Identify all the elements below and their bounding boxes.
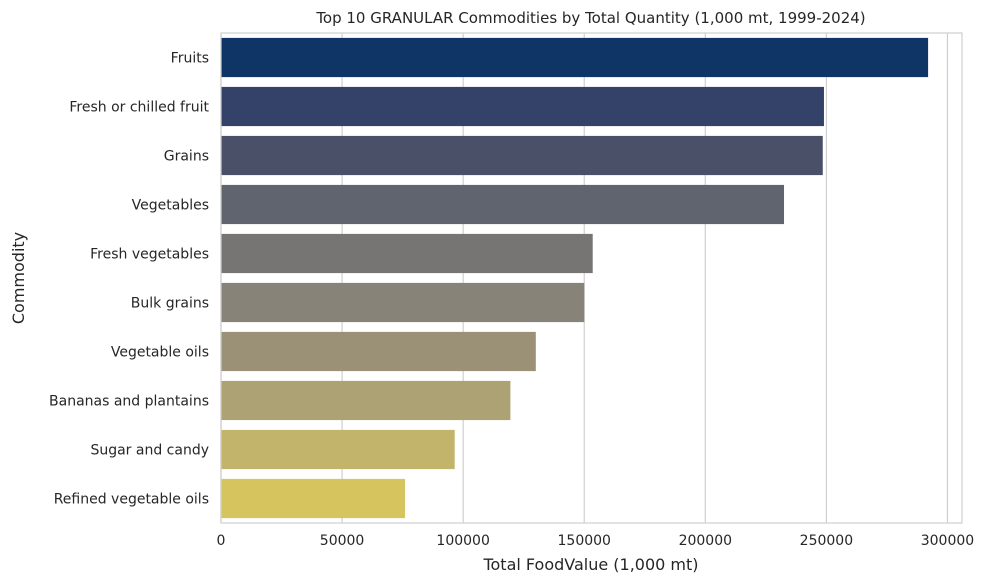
y-tick-label: Vegetables [132,198,209,214]
y-tick-label: Refined vegetable oils [54,492,209,508]
y-tick-label: Grains [164,149,209,165]
x-tick-label: 150000 [558,533,611,549]
y-tick-label: Vegetable oils [111,345,209,361]
bar [221,282,585,323]
x-tick-label: 200000 [679,533,732,549]
y-tick-label: Bulk grains [131,296,209,312]
x-tick-label: 100000 [436,533,489,549]
bar [221,380,511,421]
y-tick-label: Sugar and candy [90,443,209,459]
y-tick-label: Bananas and plantains [49,394,209,410]
bar [221,37,929,78]
x-tick-label: 300000 [921,533,974,549]
bar [221,331,536,372]
x-tick-label: 50000 [320,533,365,549]
bar [221,86,824,127]
plot-frame [220,32,963,524]
chart-title: Top 10 GRANULAR Commodities by Total Qua… [315,9,865,27]
x-tick-labels: 0 50000 100000 150000 200000 250000 300000 [217,533,975,549]
x-tick-label: 0 [217,533,226,549]
y-axis-label: Commodity [9,232,28,324]
y-tick-label: Fresh or chilled fruit [69,100,209,116]
bars [221,37,929,519]
y-tick-label: Fresh vegetables [90,247,209,263]
x-tick-label: 250000 [800,533,853,549]
y-tick-labels: Fruits Fresh or chilled fruit Grains Vegeta… [49,51,209,508]
bar [221,429,455,470]
y-tick-label: Fruits [171,51,209,67]
bar [221,184,785,225]
bar [221,478,406,519]
bar [221,233,593,274]
x-axis-label: Total FoodValue (1,000 mt) [482,555,698,574]
bar [221,135,823,176]
